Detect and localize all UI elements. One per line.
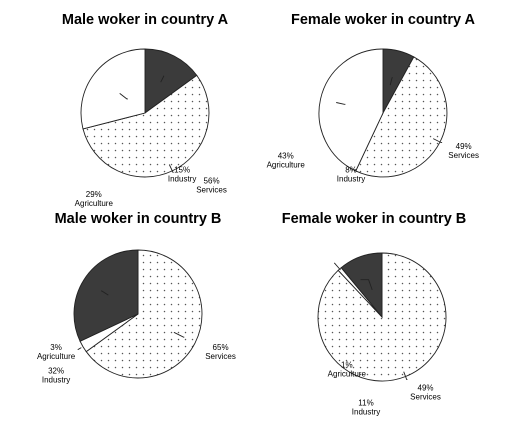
leader-line-services [173,331,185,338]
leader-line-agriculture [77,347,82,350]
chart-title: Male woker in country B [55,211,222,227]
slice-category-label: Industry [42,376,70,385]
slice-percent-label: 15% [174,166,190,175]
leader-line-industry [101,290,109,296]
slice-percent-label: 49% [418,384,434,393]
chart-title: Female woker in country B [282,211,467,227]
slice-percent-label: 43% [278,151,294,160]
slice-category-label: Industry [352,407,380,416]
slice-percent-label: 11% [358,398,373,407]
pie-slice-industry [340,252,383,319]
pie-slice-industry [144,48,198,114]
slice-percent-label: 1% [341,361,353,370]
leader-line-agriculture [334,262,341,271]
slice-category-label: Agriculture [37,352,76,361]
pie-chart-1: Male woker in country A 15%Industry 56%Ser… [62,12,229,208]
slice-percent-label: 49% [456,142,472,151]
chart-title: Female woker in country A [291,12,476,28]
slice-category-label: Agriculture [75,199,114,208]
leader-line-industry [160,75,165,83]
leader-line-industry [360,279,373,291]
pie-slice-agriculture [80,48,146,130]
leader-line-agriculture [336,102,346,105]
slice-percent-label: 32% [48,367,64,376]
leader-line-services [168,164,174,174]
slice-category-label: Agriculture [328,370,367,379]
pie-chart-3: Male woker in country B 65%Services 3%Agri… [37,211,236,385]
slice-percent-label: 8% [345,166,357,175]
leader-line-services [403,371,408,380]
pie-chart-2: Female woker in country A 8%Industry 49%Se… [267,12,479,184]
slice-category-label: Services [410,393,441,402]
chart-title: Male woker in country A [62,12,229,28]
slice-category-label: Industry [337,175,365,184]
slice-percent-label: 29% [86,190,102,199]
slice-category-label: Services [205,352,236,361]
pie-slice-services [85,249,203,379]
pie-chart-4: Female woker in country B 49%Services 1%Ag… [282,211,467,416]
leader-line-services [432,138,443,144]
leader-line-industry [389,77,393,86]
slice-category-label: Industry [168,175,196,184]
slice-category-label: Services [196,185,227,194]
slice-category-label: Agriculture [267,160,306,169]
slice-percent-label: 56% [204,176,220,185]
slice-percent-label: 65% [213,343,229,352]
slice-category-label: Services [448,151,479,160]
pie-slice-agriculture [318,48,384,172]
pie-slice-industry [73,249,139,342]
leader-line-agriculture [119,93,128,100]
slice-percent-label: 3% [50,343,62,352]
